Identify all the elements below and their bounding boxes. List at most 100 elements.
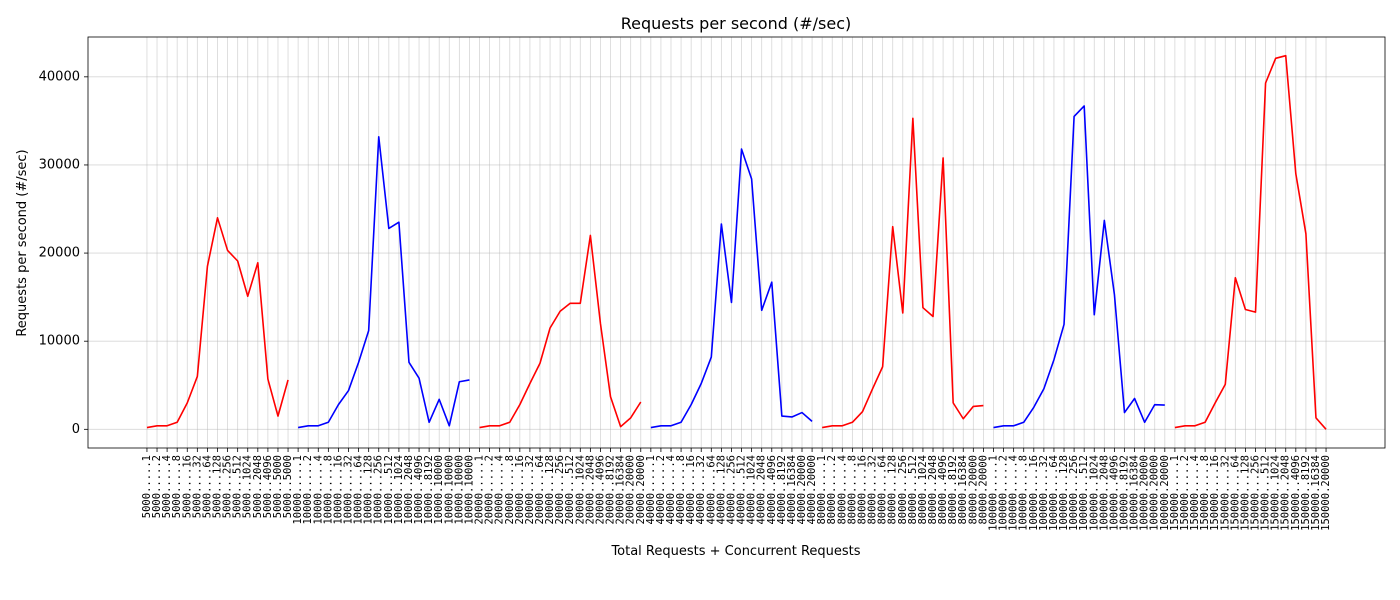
x-tick-label: 150000...512: [1260, 455, 1272, 531]
x-tick-label: 5000..5000: [272, 455, 284, 518]
x-tick-label: 150000..8192: [1300, 455, 1312, 531]
x-tick-label: 80000...512: [907, 455, 919, 525]
x-tick-label: 80000....64: [877, 455, 889, 525]
x-tick-label: 100000..8192: [1118, 455, 1130, 531]
x-tick-label: 80000..2048: [927, 455, 939, 525]
x-tick-label: 100000....32: [1038, 455, 1050, 531]
x-tick-label: 150000...256: [1250, 455, 1262, 531]
x-tick-label: 20000....16: [514, 455, 526, 525]
x-tick-label: 40000.16384: [786, 455, 798, 525]
x-tick-label: 40000...256: [725, 455, 737, 525]
x-tick-label: 10000...128: [363, 455, 375, 525]
x-tick-label: 80000.....8: [846, 455, 858, 525]
x-tick-label: 40000.20000: [796, 455, 808, 525]
x-tick-label: 20000....64: [534, 455, 546, 525]
x-tick-label: 100000...512: [1078, 455, 1090, 531]
x-tick-label: 150000...128: [1239, 455, 1251, 531]
x-tick-label: 40000.20000: [806, 455, 818, 525]
x-tick-label: 20000.16384: [615, 455, 627, 525]
x-tick-label: 40000..4096: [766, 455, 778, 525]
x-tick-label: 10000.10000: [443, 455, 455, 525]
x-tick-label: 100000.20000: [1149, 455, 1161, 531]
x-tick-label: 100000..2048: [1098, 455, 1110, 531]
x-tick-label: 10000..2048: [403, 455, 415, 525]
y-axis-label: Requests per second (#/sec): [15, 149, 30, 336]
x-tick-label: 150000.16384: [1310, 455, 1322, 531]
y-tick-label: 10000: [39, 334, 80, 349]
x-tick-label: 20000.....2: [484, 455, 496, 525]
x-tick-label: 100000.....4: [1008, 455, 1020, 531]
x-tick-label: 100000.....2: [998, 455, 1010, 531]
x-tick-label: 40000...128: [715, 455, 727, 525]
x-tick-label: 40000....16: [685, 455, 697, 525]
x-tick-label: 40000..8192: [776, 455, 788, 525]
x-tick-label: 80000.20000: [967, 455, 979, 525]
x-tick-label: 150000..4096: [1290, 455, 1302, 531]
x-tick-label: 40000....64: [705, 455, 717, 525]
x-tick-label: 150000....16: [1209, 455, 1221, 531]
x-tick-label: 20000.20000: [635, 455, 647, 525]
x-tick-label: 10000.....2: [302, 455, 314, 525]
series-line: [146, 54, 1327, 430]
x-tick-label: 5000...256: [222, 455, 234, 518]
x-tick-label: 5000.....8: [171, 455, 183, 518]
x-tick-label: 100000.20000: [1139, 455, 1151, 531]
x-tick-label: 40000..1024: [746, 455, 758, 525]
x-tick-label: 10000.....1: [292, 455, 304, 525]
x-tick-label: 20000.....1: [474, 455, 486, 525]
x-tick-label: 80000....16: [856, 455, 868, 525]
x-tick-label: 5000....64: [201, 455, 213, 518]
x-tick-label: 80000..1024: [917, 455, 929, 525]
x-tick-label: 80000...128: [887, 455, 899, 525]
x-tick-label: 80000.....4: [836, 455, 848, 525]
x-tick-label: 150000....32: [1219, 455, 1231, 531]
x-tick-label: 10000.....8: [322, 455, 334, 525]
x-tick-label: 80000....32: [867, 455, 879, 525]
x-tick-label: 100000.16384: [1129, 455, 1141, 531]
x-tick-label: 10000.....4: [312, 455, 324, 525]
x-tick-label: 40000.....4: [665, 455, 677, 525]
x-tick-label: 20000.....8: [504, 455, 516, 525]
x-tick-label: 100000.20000: [1159, 455, 1171, 531]
x-tick-label: 20000...128: [544, 455, 556, 525]
x-tick-label: 100000...256: [1068, 455, 1080, 531]
x-tick-label: 5000...128: [211, 455, 223, 518]
x-tick-label: 20000..2048: [584, 455, 596, 525]
x-tick-label: 5000....16: [181, 455, 193, 518]
x-tick-label: 150000....64: [1229, 455, 1241, 531]
x-tick-label: 5000.....2: [151, 455, 163, 518]
x-tick-label: 80000...256: [897, 455, 909, 525]
x-tick-label: 10000.10000: [433, 455, 445, 525]
x-tick-label: 5000..1024: [242, 455, 254, 518]
x-tick-label: 10000....32: [343, 455, 355, 525]
x-tick-label: 150000.....2: [1179, 455, 1191, 531]
series-line: [297, 105, 1165, 429]
x-tick-label: 5000...512: [232, 455, 244, 518]
x-tick-label: 150000.....4: [1189, 455, 1201, 531]
x-tick-label: 20000....32: [524, 455, 536, 525]
x-tick-label: 80000.....2: [826, 455, 838, 525]
x-tick-label: 100000.....1: [987, 455, 999, 531]
x-tick-label: 150000.....1: [1169, 455, 1181, 531]
x-tick-label: 5000.....1: [141, 455, 153, 518]
x-tick-label: 40000..2048: [756, 455, 768, 525]
x-tick-label: 80000.....1: [816, 455, 828, 525]
x-tick-label: 20000...256: [554, 455, 566, 525]
y-tick-label: 20000: [39, 246, 80, 261]
x-tick-label: 40000.....8: [675, 455, 687, 525]
y-tick-label: 0: [72, 422, 80, 437]
x-tick-label: 10000..8192: [423, 455, 435, 525]
x-tick-label: 20000..1024: [574, 455, 586, 525]
x-tick-label: 10000...512: [383, 455, 395, 525]
x-tick-label: 10000....64: [353, 455, 365, 525]
x-tick-label: 150000.20000: [1320, 455, 1332, 531]
x-tick-label: 40000.....1: [645, 455, 657, 525]
x-tick-label: 150000..2048: [1280, 455, 1292, 531]
x-tick-label: 80000..8192: [947, 455, 959, 525]
x-tick-label: 5000..5000: [282, 455, 294, 518]
x-tick-label: 5000.....4: [161, 455, 173, 518]
x-tick-label: 20000...512: [564, 455, 576, 525]
x-tick-label: 40000...512: [736, 455, 748, 525]
